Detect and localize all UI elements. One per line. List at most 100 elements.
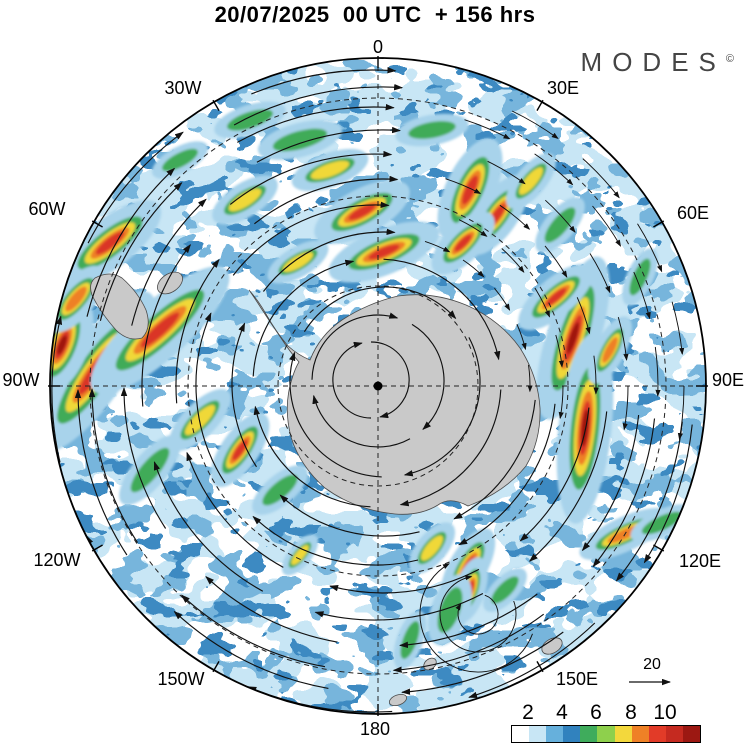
wave-packet	[506, 153, 556, 209]
energy-contour	[162, 148, 198, 172]
wind-streamline	[153, 461, 264, 592]
wind-vector	[501, 248, 525, 273]
wind-streamline	[180, 594, 326, 668]
wind-streamline	[141, 244, 192, 407]
wind-streamline	[311, 312, 399, 380]
energy-contour	[602, 337, 618, 363]
wave-packet	[328, 221, 440, 283]
modes-logo-text: MODES	[580, 47, 726, 77]
wind-vector	[424, 240, 451, 253]
wind-vector	[582, 158, 620, 199]
meridian-label-150e: 150E	[556, 669, 598, 689]
wind-streamline	[231, 322, 257, 468]
wave-packet	[518, 263, 594, 331]
colorbar-segment	[580, 726, 598, 742]
wind-vector	[622, 385, 629, 431]
wave-packet	[408, 522, 456, 574]
wind-streamline	[399, 593, 538, 649]
wind-streamline	[87, 131, 184, 244]
wind-vector	[516, 324, 527, 351]
energy-contour	[95, 231, 125, 255]
cyclone-streamline	[455, 594, 499, 635]
wind-vector	[511, 110, 559, 139]
wind-streamline	[399, 389, 502, 507]
colorbar-tick-label: 4	[556, 701, 568, 724]
colorbar-segment	[614, 726, 632, 742]
wind-streamline	[256, 126, 401, 163]
wave-packet	[622, 248, 658, 306]
wind-reference: 20	[624, 656, 680, 693]
energy-contour	[262, 474, 298, 506]
wave-packet	[169, 389, 231, 451]
energy-contour	[227, 109, 273, 131]
wind-streamline	[175, 258, 220, 404]
colorbar-tick-label: 6	[590, 701, 602, 724]
wind-reference-value: 20	[643, 656, 661, 673]
wind-streamline	[51, 315, 63, 463]
wind-vector	[617, 316, 629, 361]
energy-contour	[228, 188, 262, 212]
wave-packet	[257, 120, 343, 160]
colorbar: 2 4 6 8 10	[511, 701, 703, 743]
energy-contour	[408, 121, 456, 139]
wave-packet	[267, 240, 329, 284]
colorbar-tick-label: 8	[625, 701, 637, 724]
wind-streamline	[262, 228, 396, 292]
wave-packet	[395, 113, 469, 147]
meridian-label-0: 0	[373, 37, 383, 57]
colorbar-tick-labels: 2 4 6 8 10	[511, 701, 703, 725]
wind-streamline	[86, 167, 176, 317]
meridian-tick	[536, 99, 544, 111]
wave-packet	[630, 504, 694, 542]
wind-streamline	[252, 259, 355, 377]
energy-contour	[421, 535, 443, 561]
wind-streamline	[99, 182, 183, 321]
wind-streamline	[329, 568, 480, 594]
meridian-label-120e: 120E	[679, 551, 721, 571]
wind-vector	[671, 301, 685, 355]
energy-contour	[400, 621, 420, 659]
energy-contour	[57, 335, 67, 355]
wind-streamline	[615, 421, 683, 582]
wave-packet	[252, 465, 308, 515]
colorbar-segment	[631, 726, 649, 742]
colorbar-gradient	[511, 725, 701, 743]
colorbar-segment	[682, 726, 701, 742]
wind-streamline	[237, 103, 395, 143]
energy-contour	[65, 286, 87, 312]
wind-streamline	[581, 414, 640, 552]
energy-contour	[629, 258, 651, 296]
colorbar-segment	[529, 726, 547, 742]
wave-packet	[428, 574, 472, 646]
meridian-tick	[653, 220, 665, 228]
land-island	[541, 637, 563, 655]
meridian-label-60w: 60W	[28, 199, 65, 219]
wind-streamline	[468, 622, 596, 698]
wind-streamline	[253, 405, 371, 508]
wind-streamline	[205, 576, 338, 643]
wave-packet	[393, 610, 427, 670]
wind-streamline	[186, 451, 284, 568]
meridian-label-90e: 90E	[712, 370, 744, 390]
page-title: 20/07/2025 00 UTC + 156 hrs	[214, 2, 536, 27]
wind-vector	[499, 204, 531, 230]
latitude-circle	[277, 285, 479, 487]
meridian-tick	[212, 99, 220, 111]
wind-vector	[462, 259, 485, 278]
wave-packet	[212, 175, 278, 225]
wind-streamline	[312, 394, 411, 448]
meridian-tick	[653, 544, 665, 552]
energy-contour	[140, 312, 180, 348]
meridian-label-30e: 30E	[547, 78, 579, 98]
energy-contour	[641, 511, 683, 535]
wave-packet	[214, 101, 286, 139]
wind-streamline	[74, 389, 128, 556]
wind-vector	[592, 205, 621, 247]
meridian-label-150w: 150W	[157, 669, 204, 689]
wind-streamline	[519, 407, 590, 542]
rim-ticks	[48, 56, 708, 716]
meridian-labels: 0 30E 60E 90E 120E 150E 180 150W 120W 90…	[2, 37, 744, 739]
wave-packet	[483, 568, 527, 612]
wind-streamline	[251, 67, 397, 95]
energy-contour	[310, 160, 350, 180]
